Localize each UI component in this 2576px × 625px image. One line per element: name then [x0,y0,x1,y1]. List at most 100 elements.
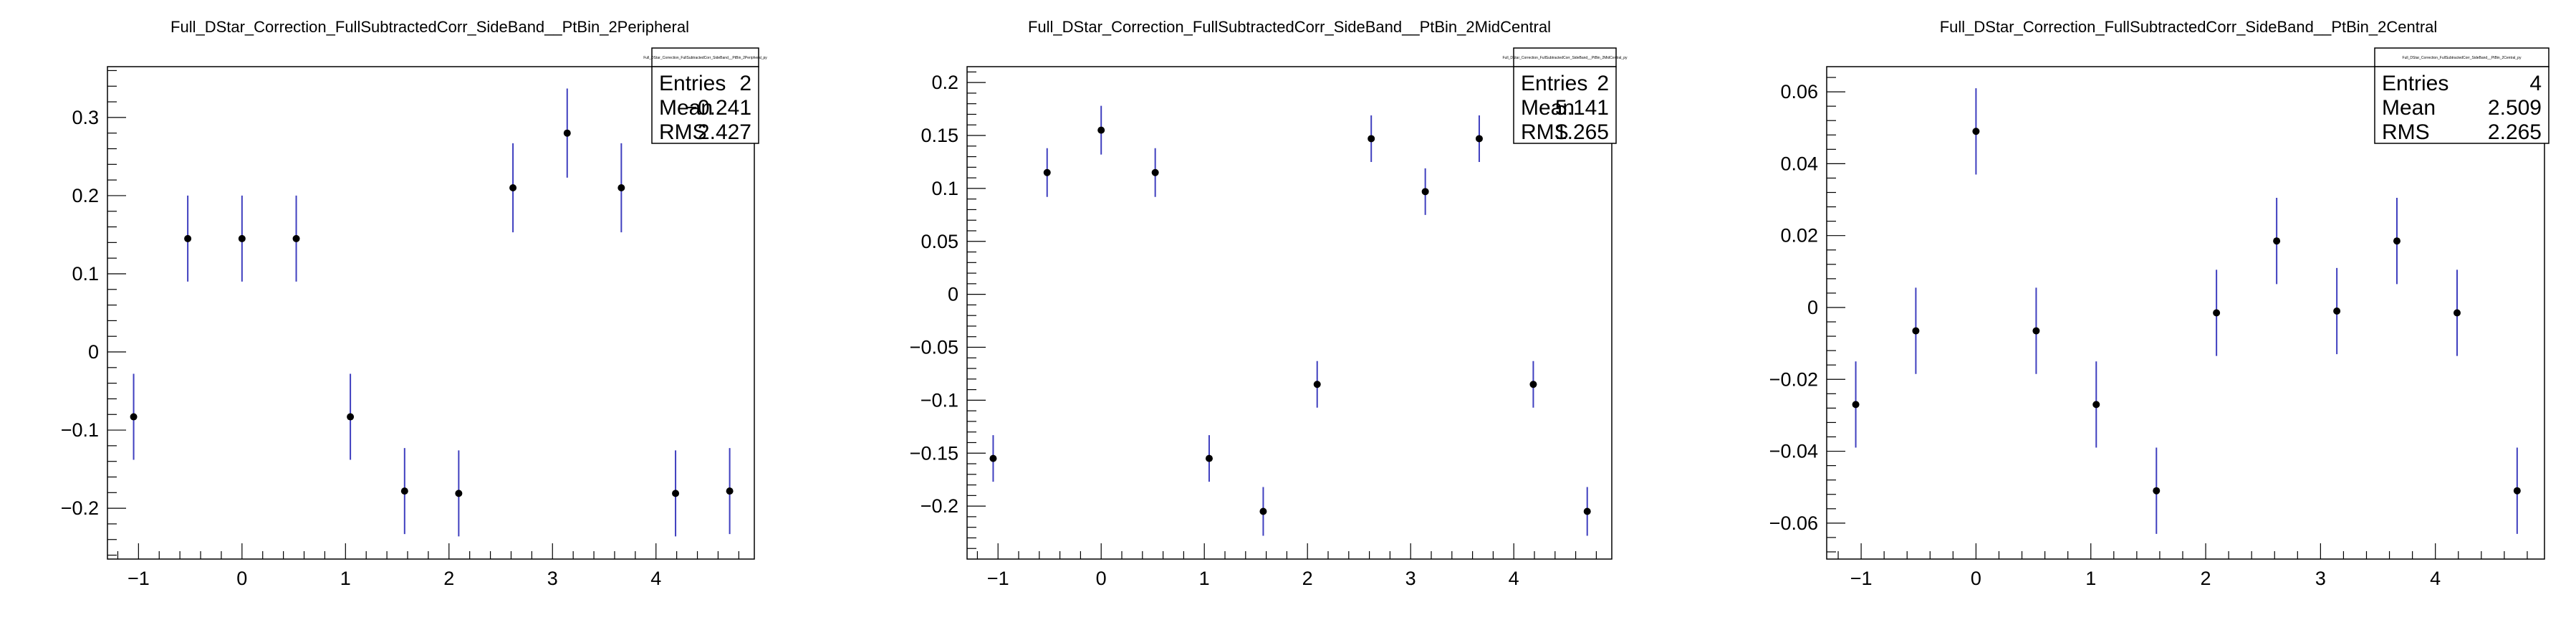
y-tick-label: 0 [1807,297,1818,318]
y-tick-label: 0 [88,341,99,363]
data-point [1475,135,1483,143]
data-point [455,490,463,497]
x-tick-label: 2 [443,568,454,589]
y-tick-label: 0.04 [1780,153,1818,174]
data-point [2273,237,2281,245]
panel-3: Full_DStar_Correction_FullSubtractedCorr… [1769,18,2549,589]
data-point [1097,126,1105,134]
data-point [2092,401,2100,409]
x-tick-label: −1 [987,568,1009,589]
data-point [2153,487,2161,495]
data-point [130,413,138,421]
y-tick-label: 0.2 [72,185,99,206]
data-point [2453,309,2461,317]
x-tick-label: 2 [1302,568,1313,589]
x-tick-label: 4 [2430,568,2441,589]
stats-mean-value: 5.141 [1555,96,1609,120]
stats-entries-label: Entries [1521,72,1587,95]
data-point [1421,188,1429,196]
data-point [1259,507,1267,515]
data-point [1583,507,1591,515]
x-tick-label: 1 [2085,568,2096,589]
stats-title: Full_DStar_Correction_FullSubtractedCorr… [643,56,767,60]
stats-rms-value: 2.265 [2488,120,2542,144]
y-tick-label: 0.1 [931,178,958,199]
data-point [400,487,408,495]
data-point [292,234,300,242]
stats-box [2374,66,2549,144]
data-point [726,487,734,495]
stats-entries-value: 2 [1597,72,1609,95]
plot-frame [107,66,755,560]
y-tick-label: −0.1 [921,389,958,411]
y-tick-label: −0.1 [61,419,99,441]
data-point [2393,237,2400,245]
y-tick-label: −0.2 [921,495,958,517]
x-tick-label: 3 [547,568,558,589]
stats-rms-label: RMS [659,120,707,144]
data-point [2213,309,2221,317]
stats-rms-value: 1.265 [1555,120,1609,144]
x-tick-label: 1 [340,568,351,589]
data-point [1972,128,1980,135]
stats-rms-label: RMS [1521,120,1569,144]
data-point [1151,168,1159,176]
data-point [1368,135,1375,143]
y-tick-label: 0.06 [1780,81,1818,102]
x-tick-label: 3 [1405,568,1416,589]
x-tick-label: −1 [1850,568,1873,589]
chart-title: Full_DStar_Correction_FullSubtractedCorr… [1028,18,1551,36]
y-tick-label: 0.05 [921,231,958,252]
chart-title: Full_DStar_Correction_FullSubtractedCorr… [1940,18,2438,36]
data-point [1313,381,1321,388]
x-tick-label: 1 [1199,568,1210,589]
data-point [184,234,192,242]
stats-title: Full_DStar_Correction_FullSubtractedCorr… [1503,56,1628,60]
stats-title-box [651,47,759,67]
stats-box [651,66,759,144]
y-tick-label: −0.05 [910,337,958,358]
y-tick-label: −0.04 [1769,441,1818,462]
stats-mean-value: −0.241 [685,96,751,120]
data-point [617,184,625,192]
data-point [1852,401,1860,409]
y-tick-label: 0.1 [72,263,99,285]
data-point [509,184,517,192]
stats-rms-value: 2.427 [698,120,751,144]
stats-mean-label: Mean [659,96,713,120]
stats-mean-label: Mean [2382,96,2436,120]
data-point [672,490,680,497]
y-tick-label: −0.02 [1769,368,1818,390]
y-tick-label: 0 [948,284,958,305]
stats-title-box [2374,47,2549,67]
stats-entries-label: Entries [659,72,726,95]
data-point [989,454,997,462]
stats-entries-value: 2 [739,72,751,95]
stats-entries-value: 4 [2529,72,2542,95]
stats-rms-label: RMS [2382,120,2430,144]
y-tick-label: −0.06 [1769,512,1818,534]
data-point [238,234,246,242]
data-point [1912,327,1920,335]
data-point [1205,454,1213,462]
data-point [347,413,355,421]
x-tick-label: 0 [1971,568,1981,589]
y-tick-label: −0.2 [61,497,99,519]
x-tick-label: 2 [2201,568,2211,589]
x-tick-label: 3 [2315,568,2326,589]
plot-frame [1826,66,2545,560]
data-point [1529,381,1537,388]
x-tick-label: 4 [650,568,661,589]
chart-title: Full_DStar_Correction_FullSubtractedCorr… [170,18,689,36]
data-point [2333,307,2341,315]
y-tick-label: 0.2 [931,72,958,93]
x-tick-label: 4 [1509,568,1519,589]
x-tick-label: −1 [128,568,150,589]
stats-entries-label: Entries [2382,72,2448,95]
data-point [563,129,571,137]
data-point [2513,487,2521,495]
x-tick-label: 0 [236,568,247,589]
data-point [1043,168,1051,176]
stats-mean-label: Mean [1521,96,1575,120]
